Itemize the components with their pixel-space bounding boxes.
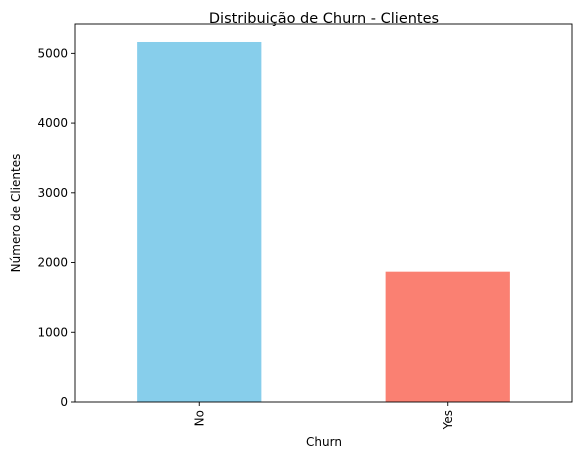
- y-tick-label: 2000: [37, 256, 68, 270]
- y-tick-label: 1000: [37, 325, 68, 339]
- y-tick-label: 5000: [37, 46, 68, 60]
- y-tick-label: 3000: [37, 186, 68, 200]
- bar-no: [137, 41, 262, 402]
- y-tick-label: 0: [60, 395, 68, 409]
- x-axis: No Yes: [192, 402, 455, 430]
- x-tick-label: Yes: [441, 410, 455, 430]
- x-axis-label: Churn: [306, 435, 342, 449]
- y-axis: 0 1000 2000 3000 4000 5000: [37, 46, 75, 409]
- plot-frame: [74, 23, 573, 403]
- chart-title: Distribuição de Churn - Clientes: [209, 11, 439, 27]
- y-axis-label: Número de Clientes: [9, 154, 23, 273]
- y-tick-label: 4000: [37, 116, 68, 130]
- x-tick-label: No: [192, 410, 206, 426]
- bar-yes: [385, 271, 510, 402]
- bars-layer: [137, 41, 510, 402]
